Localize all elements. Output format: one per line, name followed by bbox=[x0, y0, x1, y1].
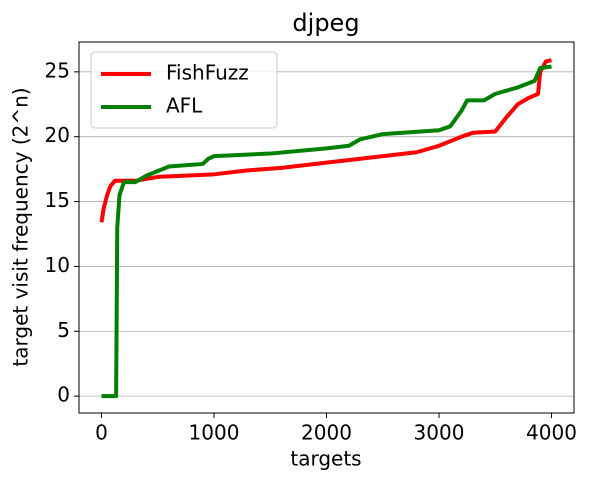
series-line bbox=[101, 64, 552, 399]
x-tick-label: 2000 bbox=[301, 421, 352, 445]
y-axis-label: target visit frequency (2^n) bbox=[9, 87, 33, 366]
legend-label: AFL bbox=[166, 94, 203, 118]
plot-frame bbox=[78, 41, 575, 414]
y-tick-label: 20 bbox=[45, 123, 70, 147]
series-line bbox=[99, 58, 552, 223]
chart-title: djpeg bbox=[292, 9, 359, 37]
y-tick-label: 15 bbox=[45, 188, 70, 212]
x-tick-label: 3000 bbox=[414, 421, 465, 445]
x-tick-label: 4000 bbox=[526, 421, 577, 445]
legend-label: FishFuzz bbox=[166, 61, 249, 85]
x-axis-label: targets bbox=[290, 447, 361, 471]
x-tick-label: 0 bbox=[95, 421, 108, 445]
y-tick-label: 0 bbox=[57, 383, 70, 407]
x-tick-label: 1000 bbox=[189, 421, 240, 445]
y-tick-label: 5 bbox=[57, 318, 70, 342]
y-tick-label: 10 bbox=[45, 253, 70, 277]
y-tick-label: 25 bbox=[45, 58, 70, 82]
